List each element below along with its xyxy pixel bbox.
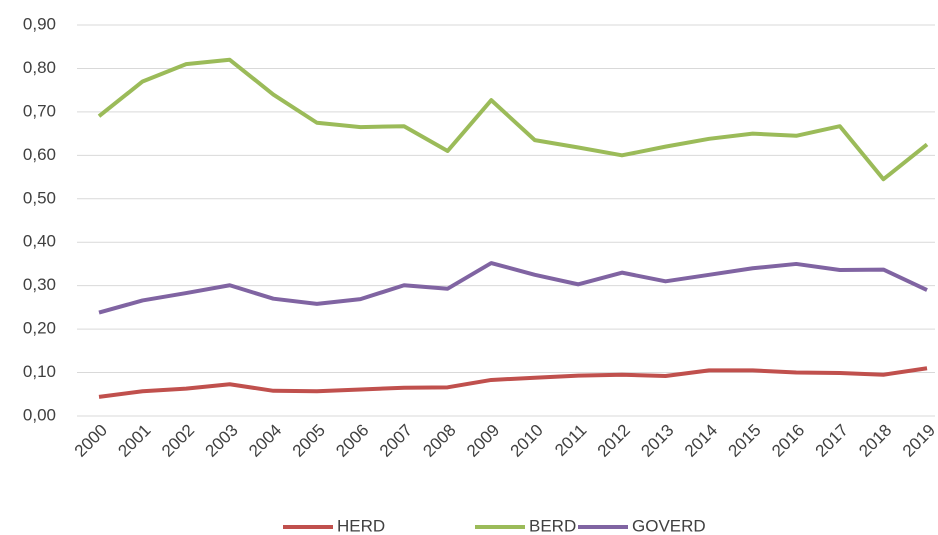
series-line xyxy=(97,57,929,182)
x-tick-label: 2013 xyxy=(637,421,677,461)
x-tick-label: 2006 xyxy=(332,421,372,461)
y-tick-label: 0,00 xyxy=(23,405,56,424)
x-tick-label: 2009 xyxy=(463,421,503,461)
y-tick-label: 0,90 xyxy=(23,14,56,33)
x-tick-label: 2002 xyxy=(158,421,198,461)
x-tick-label: 2012 xyxy=(594,421,634,461)
y-tick-label: 0,40 xyxy=(23,232,56,251)
x-tick-label: 2019 xyxy=(899,421,938,461)
y-tick-label: 0,30 xyxy=(23,275,56,294)
x-tick-label: 2010 xyxy=(507,421,547,461)
x-tick-label: 2008 xyxy=(419,421,459,461)
x-tick-label: 2005 xyxy=(289,421,329,461)
y-tick-label: 0,60 xyxy=(23,145,56,164)
y-tick-label: 0,20 xyxy=(23,319,56,338)
x-tick-label: 2014 xyxy=(681,421,721,461)
y-tick-label: 0,10 xyxy=(23,362,56,381)
x-tick-label: 2000 xyxy=(71,421,111,461)
y-tick-label: 0,50 xyxy=(23,188,56,207)
x-tick-label: 2015 xyxy=(725,421,765,461)
series-line xyxy=(98,261,928,315)
legend-label: HERD xyxy=(337,516,385,535)
x-tick-label: 2003 xyxy=(202,421,242,461)
x-tick-label: 2001 xyxy=(114,421,154,461)
legend-label: BERD xyxy=(529,516,576,535)
series-line xyxy=(98,366,928,399)
x-tick-label: 2017 xyxy=(812,421,852,461)
x-tick-label: 2004 xyxy=(245,421,285,461)
legend-label: GOVERD xyxy=(632,516,706,535)
y-tick-label: 0,70 xyxy=(23,101,56,120)
x-tick-label: 2011 xyxy=(551,421,590,460)
x-tick-label: 2018 xyxy=(855,421,895,461)
x-tick-label: 2016 xyxy=(768,421,808,461)
x-tick-label: 2007 xyxy=(376,421,416,461)
y-tick-label: 0,80 xyxy=(23,58,56,77)
